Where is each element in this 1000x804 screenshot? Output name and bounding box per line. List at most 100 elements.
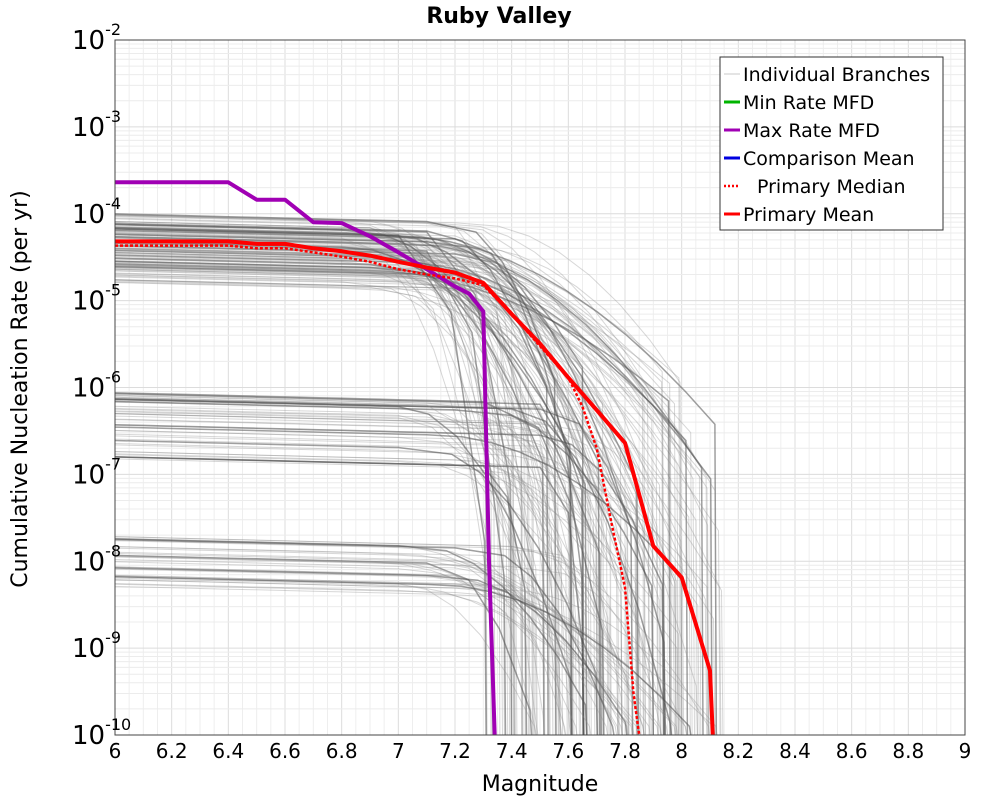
x-tick-label: 9: [959, 739, 972, 763]
x-tick-label: 7.6: [552, 739, 584, 763]
branch-line: [114, 583, 662, 736]
branch-line: [114, 394, 644, 736]
branch-line: [114, 217, 511, 736]
branch-line: [114, 555, 639, 736]
branch-line: [114, 227, 487, 736]
y-tick-label: 10-3: [72, 107, 121, 143]
plot-frame: [114, 39, 966, 736]
branch-line: [114, 225, 524, 736]
branch-line: [114, 254, 718, 736]
branch-line: [114, 255, 575, 736]
branch-line: [114, 574, 618, 736]
branch-line: [114, 273, 721, 736]
branch-line: [114, 555, 641, 736]
y-axis-label: Cumulative Nucleation Rate (per yr): [8, 190, 33, 588]
branch-line: [114, 556, 620, 736]
y-tick-labels: 10-2 10-3 10-4 10-5 10-6 10-7 10-8 10-9 10-10: [72, 20, 131, 751]
branch-line: [114, 250, 724, 736]
branch-line: [114, 559, 608, 736]
legend-label: Max Rate MFD: [743, 120, 880, 142]
legend-label: Individual Branches: [743, 64, 930, 86]
branch-line: [114, 268, 702, 736]
branch-line: [114, 248, 534, 736]
branch-line: [114, 410, 551, 736]
branch-line: [114, 229, 664, 736]
branch-line: [114, 458, 611, 736]
branch-line: [114, 244, 654, 736]
branch-line: [114, 568, 716, 736]
branch-line: [114, 566, 537, 736]
x-tick-label: 6: [109, 739, 122, 763]
branch-line: [114, 554, 533, 736]
branch-line: [114, 583, 629, 736]
branch-line: [114, 575, 692, 736]
series-line-primary-mean: [115, 239, 715, 736]
branch-line: [114, 221, 515, 736]
branch-line: [114, 454, 630, 736]
branch-line: [114, 556, 687, 736]
x-tick-labels: 6 6.2 6.4 6.6 6.8 7 7.2 7.4 7.6 7.8 8 8.2 8.4 8.6 8.8 9: [109, 739, 972, 763]
x-tick-label: 8.6: [836, 739, 868, 763]
y-tick-label: 10-10: [72, 715, 131, 751]
branch-line: [114, 561, 592, 736]
branch-line: [114, 264, 559, 736]
branch-line: [114, 439, 599, 736]
branch-line: [114, 222, 549, 736]
branch-line: [114, 252, 551, 736]
branch-line: [114, 405, 578, 736]
x-tick-label: 6.2: [156, 739, 188, 763]
branch-line: [114, 444, 709, 736]
y-tick-label: 10-2: [72, 20, 121, 56]
branch-line: [114, 214, 546, 736]
branch-line: [114, 538, 615, 736]
branch-line: [114, 233, 585, 736]
branch-line: [114, 418, 610, 736]
branch-line: [114, 577, 633, 736]
branch-line: [114, 540, 620, 736]
branch-line: [114, 426, 666, 736]
x-tick-label: 6.6: [269, 739, 301, 763]
branch-line: [114, 567, 628, 736]
branch-line: [114, 566, 677, 736]
y-tick-label: 10-6: [72, 368, 121, 404]
x-tick-label: 7: [392, 739, 405, 763]
x-tick-label: 8.2: [722, 739, 754, 763]
branch-line: [114, 249, 646, 736]
x-tick-label: 6.8: [326, 739, 358, 763]
branch-line: [114, 263, 538, 736]
branch-line: [114, 398, 573, 736]
branch-line: [114, 236, 523, 736]
branch-line: [114, 395, 628, 736]
y-tick-label: 10-8: [72, 541, 121, 577]
y-tick-label: 10-9: [72, 628, 121, 664]
legend-label: Comparison Mean: [743, 148, 915, 170]
branch-line: [114, 265, 584, 736]
branch-line: [114, 536, 652, 736]
branch-line: [114, 396, 516, 736]
branch-line: [114, 244, 599, 736]
y-tick-label: 10-4: [72, 194, 121, 230]
y-tick-label: 10-7: [72, 454, 121, 490]
branch-line: [114, 229, 573, 736]
branch-line: [114, 396, 699, 736]
branch-line: [114, 247, 659, 736]
branch-line: [114, 408, 568, 736]
branch-line: [114, 214, 659, 736]
branch-line: [114, 443, 681, 736]
branch-line: [114, 265, 646, 736]
branch-line: [114, 226, 501, 736]
branch-line: [114, 215, 601, 736]
branch-line: [114, 246, 612, 736]
branch-line: [114, 552, 578, 736]
branch-line: [114, 413, 669, 736]
branch-line: [114, 579, 651, 736]
branch-line: [114, 456, 528, 736]
x-tick-label: 7.2: [439, 739, 471, 763]
branch-line: [114, 232, 514, 736]
branch-line: [114, 258, 605, 736]
branch-line: [114, 267, 535, 736]
branch-line: [114, 401, 716, 736]
branch-line: [114, 249, 689, 736]
branch-line: [114, 429, 572, 736]
